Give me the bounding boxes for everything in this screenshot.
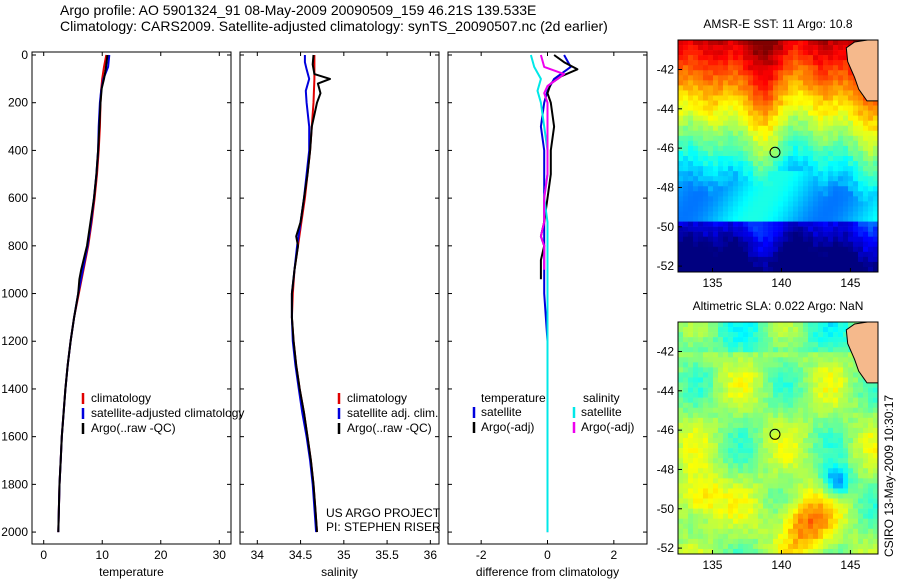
legend-label: satellite-adjusted climatology bbox=[91, 406, 244, 420]
x-tick-label: 35 bbox=[337, 548, 351, 562]
legend-label: Argo(-adj) bbox=[481, 420, 534, 434]
x-tick-label: 145 bbox=[840, 558, 860, 572]
figure-title-line2: Climatology: CARS2009. Satellite-adjuste… bbox=[60, 18, 608, 34]
y-tick-label: -42 bbox=[657, 62, 675, 76]
y-tick-label: 400 bbox=[8, 143, 28, 157]
legend-title: temperature bbox=[481, 391, 546, 405]
x-axis-label: salinity bbox=[321, 565, 358, 579]
x-tick-label: 34.5 bbox=[289, 548, 313, 562]
land-mass bbox=[845, 322, 878, 384]
y-tick-label: -48 bbox=[657, 462, 675, 476]
profile-location-marker bbox=[769, 428, 781, 440]
project-annotation: US ARGO PROJECT bbox=[326, 506, 441, 520]
csiro-timestamp-label: CSIRO 13-May-2009 10:30:17 bbox=[882, 395, 896, 557]
legend-label: climatology bbox=[347, 391, 407, 405]
legend-label: climatology bbox=[91, 391, 151, 405]
x-tick-label: 140 bbox=[771, 558, 791, 572]
map-title-sst: AMSR-E SST: 11 Argo: 10.8 bbox=[703, 17, 853, 31]
profile-location-marker bbox=[769, 146, 781, 158]
y-tick-label: 0 bbox=[21, 48, 28, 62]
y-tick-label: 200 bbox=[8, 96, 28, 110]
map-title-sla: Altimetric SLA: 0.022 Argo: NaN bbox=[693, 299, 864, 313]
legend-label: satellite bbox=[481, 405, 522, 419]
y-tick-label: 1800 bbox=[1, 477, 28, 491]
y-tick-label: -46 bbox=[657, 141, 675, 155]
legend-label: Argo(-adj) bbox=[581, 420, 634, 434]
legend-label: Argo(..raw -QC) bbox=[91, 421, 176, 435]
x-tick-label: -2 bbox=[476, 548, 487, 562]
salinity-panel: 34 34.5 35 35.5 36 salinity bbox=[239, 51, 440, 579]
x-tick-label: 140 bbox=[771, 276, 791, 290]
land-mass bbox=[845, 40, 878, 102]
y-tick-label: -48 bbox=[657, 180, 675, 194]
x-tick-label: 145 bbox=[840, 276, 860, 290]
heatmap-cells bbox=[678, 40, 878, 272]
x-tick-label: 0 bbox=[544, 548, 551, 562]
y-tick-label: -44 bbox=[657, 102, 675, 116]
x-tick-label: 34 bbox=[251, 548, 265, 562]
y-tick-label: -46 bbox=[657, 423, 675, 437]
project-annotation: PI: STEPHEN RISER bbox=[326, 520, 441, 534]
plot-frame bbox=[239, 51, 440, 545]
y-tick-label: -42 bbox=[657, 344, 675, 358]
legend-title: salinity bbox=[583, 391, 620, 405]
series-line-argo-raw-qc bbox=[57, 54, 109, 533]
x-tick-label: 35.5 bbox=[375, 548, 399, 562]
x-tick-label: 135 bbox=[702, 276, 722, 290]
y-tick-label: 1200 bbox=[1, 334, 28, 348]
legend-label: satellite adj. clim. bbox=[347, 406, 438, 420]
plot-frame bbox=[31, 51, 232, 545]
y-tick-label: -52 bbox=[657, 541, 675, 555]
figure-title-line1: Argo profile: AO 5901324_91 08-May-2009 … bbox=[60, 2, 537, 18]
sla-map: Altimetric SLA: 0.022 Argo: NaN 135 140 145… bbox=[657, 299, 879, 572]
y-tick-label: -44 bbox=[657, 384, 675, 398]
x-tick-label: 0 bbox=[40, 548, 47, 562]
x-tick-label: 20 bbox=[154, 548, 168, 562]
y-tick-label: 1400 bbox=[1, 382, 28, 396]
y-tick-label: -50 bbox=[657, 220, 675, 234]
x-tick-label: 36 bbox=[424, 548, 438, 562]
x-tick-label: 2 bbox=[610, 548, 617, 562]
x-axis-label: difference from climatology bbox=[476, 565, 619, 579]
y-tick-label: -50 bbox=[657, 502, 675, 516]
x-tick-label: 30 bbox=[213, 548, 227, 562]
y-tick-label: -52 bbox=[657, 259, 675, 273]
difference-panel: -2 0 2 difference from climatology bbox=[447, 51, 648, 579]
x-tick-label: 135 bbox=[702, 558, 722, 572]
heatmap-cells bbox=[678, 322, 878, 554]
map-frame bbox=[677, 321, 879, 555]
series-line-argo-raw-qc bbox=[290, 54, 331, 533]
legend-label: Argo(..raw -QC) bbox=[347, 421, 432, 435]
map-frame bbox=[677, 39, 879, 273]
sst-map: AMSR-E SST: 11 Argo: 10.8 135 140 145 -42 -44… bbox=[657, 17, 879, 290]
temperature-panel: 0 10 20 30 0 200 400 600 800 1000 1200 1400 1600 1800… bbox=[1, 48, 232, 579]
legend-label: satellite bbox=[581, 405, 622, 419]
x-tick-label: 10 bbox=[96, 548, 110, 562]
x-axis-label: temperature bbox=[99, 565, 164, 579]
series-line-salinity-argo-adj bbox=[539, 54, 566, 270]
y-tick-label: 1600 bbox=[1, 430, 28, 444]
y-tick-label: 800 bbox=[8, 239, 28, 253]
legend: temperature salinitysatelliteArgo(-adj)sa… bbox=[472, 391, 634, 434]
y-tick-label: 1000 bbox=[1, 287, 28, 301]
y-tick-label: 600 bbox=[8, 191, 28, 205]
y-tick-label: 2000 bbox=[1, 525, 28, 539]
